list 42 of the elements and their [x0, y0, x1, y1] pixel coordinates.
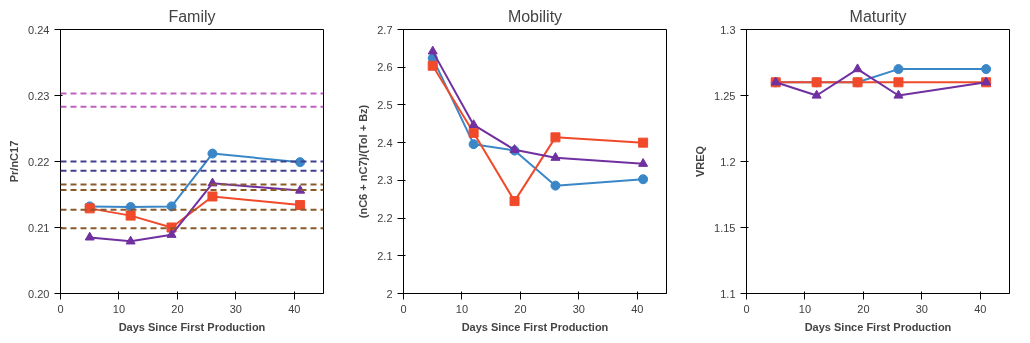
x-axis-title: Days Since First Production	[804, 320, 952, 333]
y-tick-label: 2.7	[377, 23, 393, 36]
y-tick-label: 2.3	[377, 174, 393, 187]
y-tick-label: 2.4	[377, 136, 393, 149]
y-axis-title: (nC6 + nC7)/(Tol + Bz)	[357, 104, 370, 219]
y-tick-label: 0.21	[28, 221, 50, 234]
y-tick-label: 0.20	[28, 287, 50, 300]
x-axis-title: Days Since First Production	[118, 320, 266, 333]
x-tick-label: 10	[798, 302, 812, 315]
y-tick-label: 0.23	[28, 89, 50, 102]
x-tick-label: 0	[57, 302, 64, 315]
y-tick-label: 1.25	[714, 89, 736, 102]
x-tick-label: 20	[857, 302, 870, 315]
x-tick-label: 0	[743, 302, 750, 315]
y-tick-label: 2.6	[377, 61, 393, 74]
x-tick-label: 10	[112, 302, 126, 315]
x-axis-title: Days Since First Production	[461, 320, 609, 333]
x-tick-label: 10	[455, 302, 469, 315]
x-tick-label: 40	[631, 302, 644, 315]
chart-title: Family	[168, 7, 216, 25]
y-axis-title: Pr/nC17	[8, 140, 21, 183]
x-tick-label: 0	[400, 302, 407, 315]
y-tick-label: 2	[386, 287, 393, 300]
x-tick-label: 40	[288, 302, 301, 315]
y-tick-label: 1.3	[720, 23, 736, 36]
y-tick-label: 2.5	[377, 98, 393, 111]
y-tick-label: 0.24	[28, 23, 50, 36]
y-tick-label: 1.2	[720, 155, 736, 168]
y-tick-label: 2.2	[377, 212, 393, 225]
chart-title: Mobility	[507, 7, 563, 25]
x-tick-label: 30	[915, 302, 928, 315]
x-tick-label: 20	[171, 302, 184, 315]
y-axis-title: VREQ	[694, 145, 707, 178]
y-tick-label: 0.22	[28, 155, 50, 168]
x-tick-label: 30	[572, 302, 585, 315]
chart-title: Maturity	[849, 7, 907, 25]
x-tick-label: 20	[514, 302, 527, 315]
y-tick-label: 1.1	[720, 287, 736, 300]
x-tick-label: 40	[974, 302, 987, 315]
x-tick-label: 30	[229, 302, 242, 315]
y-tick-label: 1.15	[714, 221, 736, 234]
y-tick-label: 2.1	[377, 249, 393, 262]
